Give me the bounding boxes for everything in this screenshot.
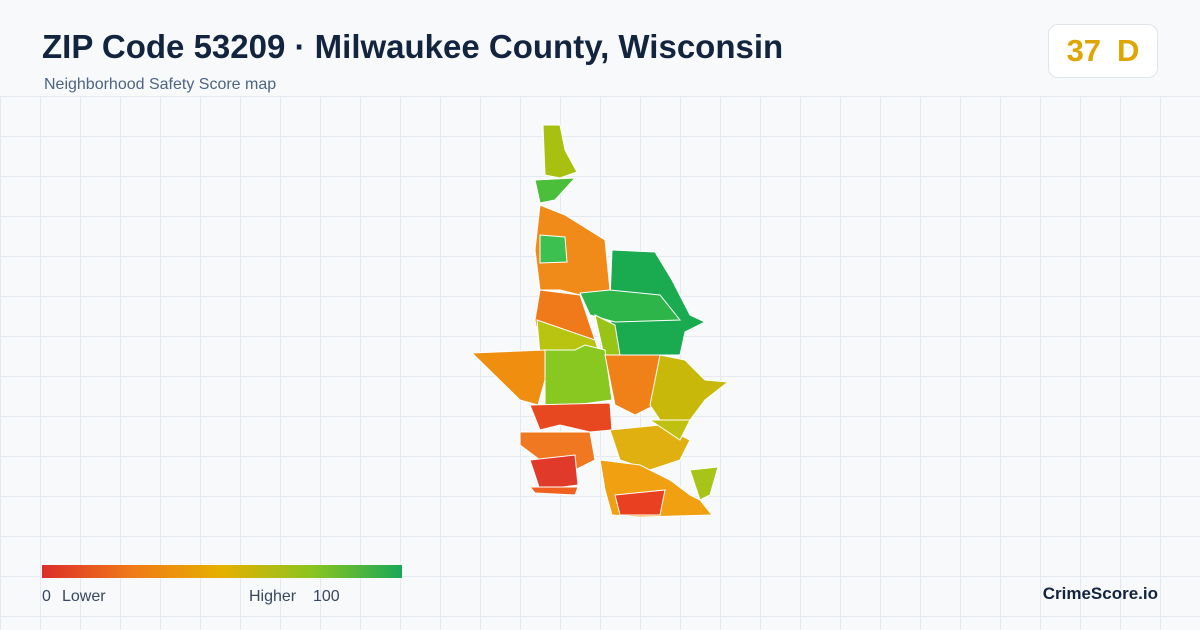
score-value: 37 (1066, 33, 1102, 68)
legend-min: 0 (42, 588, 51, 605)
legend-max: 100 (313, 588, 340, 605)
area (539, 234, 568, 264)
area (604, 354, 661, 416)
area (542, 124, 578, 179)
area (544, 344, 613, 406)
area (579, 289, 682, 323)
area (534, 177, 577, 204)
legend-max-label: Higher (249, 588, 297, 605)
area (529, 454, 579, 491)
area (648, 419, 691, 441)
title: ZIP Code 53209 · Milwaukee County, Wisco… (42, 28, 784, 65)
score-grade: D (1117, 33, 1140, 68)
brand: CrimeScore.io (1042, 584, 1158, 603)
legend-min-label: Lower (62, 588, 106, 605)
score-badge: 37 D (1048, 24, 1158, 78)
area (528, 486, 579, 496)
area (649, 354, 730, 421)
legend-gradient (42, 565, 402, 578)
area (614, 489, 666, 516)
subtitle: Neighborhood Safety Score map (44, 76, 277, 93)
header-band (0, 0, 1200, 96)
area (529, 402, 613, 433)
area (689, 466, 719, 501)
area (470, 349, 546, 406)
